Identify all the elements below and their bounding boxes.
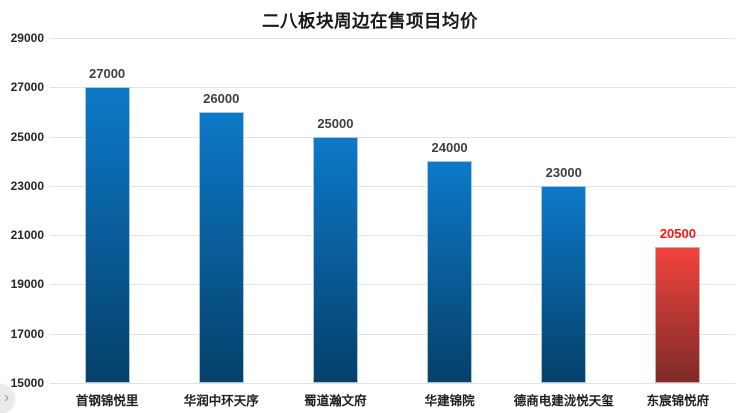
gridline bbox=[50, 38, 735, 39]
bar bbox=[541, 185, 587, 383]
bar bbox=[312, 136, 358, 383]
chart-title: 二八板块周边在售项目均价 bbox=[262, 11, 478, 31]
y-axis-tick-label: 27000 bbox=[10, 80, 44, 95]
bar-value-label: 26000 bbox=[203, 90, 240, 106]
gridline bbox=[50, 87, 735, 89]
bar-value-label: 23000 bbox=[545, 164, 582, 180]
gridline bbox=[50, 235, 735, 237]
y-axis-tick-label: 19000 bbox=[10, 277, 44, 292]
category-label: 华建锦院 bbox=[424, 394, 475, 408]
category-label: 蜀道瀚文府 bbox=[304, 394, 367, 408]
bar-value-label: 25000 bbox=[317, 115, 354, 131]
y-axis-tick-label: 21000 bbox=[10, 228, 44, 243]
gridline bbox=[50, 333, 735, 335]
bar-value-label: 20500 bbox=[659, 226, 696, 242]
category-label: 德商电建泷悦天玺 bbox=[513, 394, 614, 408]
y-axis-tick-label: 15000 bbox=[10, 376, 44, 390]
gridline bbox=[50, 284, 735, 286]
gridline bbox=[50, 185, 735, 187]
bar bbox=[655, 247, 701, 383]
bar-value-label: 27000 bbox=[89, 66, 126, 82]
gridline bbox=[50, 136, 735, 138]
category-label: 东宸锦悦府 bbox=[646, 394, 710, 408]
bar-value-label: 24000 bbox=[431, 140, 468, 156]
y-axis-tick-label: 25000 bbox=[10, 129, 44, 144]
y-axis-tick-label: 17000 bbox=[10, 326, 44, 341]
collapse-panel-chevron-icon[interactable]: › bbox=[0, 384, 14, 412]
bar bbox=[198, 111, 244, 383]
gridline bbox=[50, 383, 735, 384]
y-axis-tick-label: 23000 bbox=[10, 178, 44, 193]
category-label: 首钢锦悦里 bbox=[75, 394, 139, 408]
y-axis-tick-label: 29000 bbox=[10, 31, 44, 45]
category-label: 华润中环天序 bbox=[183, 394, 259, 408]
bar bbox=[427, 161, 473, 383]
bar bbox=[84, 87, 130, 383]
